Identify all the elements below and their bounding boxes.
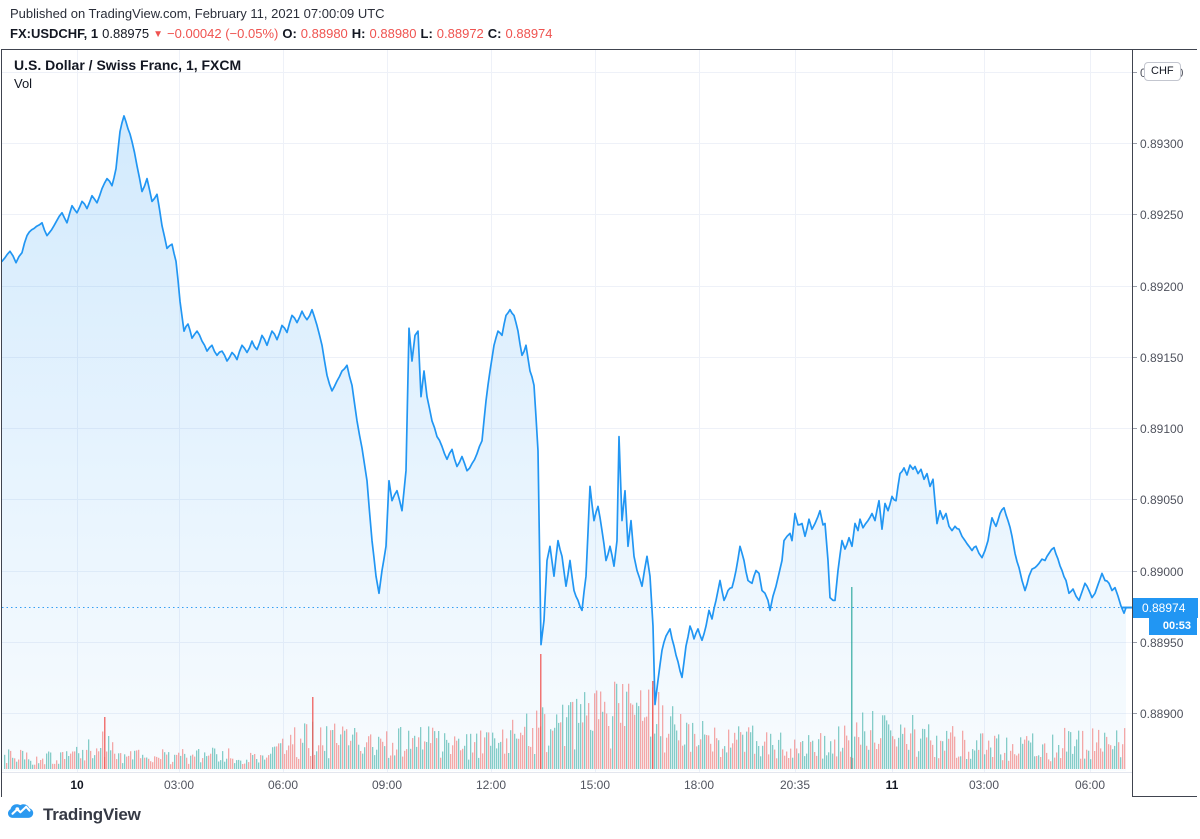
tradingview-logo-icon bbox=[8, 803, 38, 827]
ohlc-segment: H: bbox=[351, 26, 366, 41]
ohlc-segment: 0.88975 bbox=[102, 26, 150, 41]
axis-time-label: 10 bbox=[70, 778, 84, 792]
axis-time-label: 06:00 bbox=[1074, 778, 1106, 792]
axis-time-label: 09:00 bbox=[371, 778, 403, 792]
published-line: Published on TradingView.com, February 1… bbox=[10, 6, 385, 21]
last-price-tag: 0.88974 bbox=[1133, 597, 1198, 618]
price-pane[interactable] bbox=[2, 50, 1132, 772]
chart-widget: U.S. Dollar / Swiss Franc, 1, FXCM Vol C… bbox=[1, 49, 1198, 797]
ohlc-segment: −0.00042 (−0.05%) bbox=[167, 26, 279, 41]
axis-time-label: 12:00 bbox=[475, 778, 507, 792]
footer-brand[interactable]: TradingView bbox=[8, 803, 141, 827]
axis-time-label: 20:35 bbox=[779, 778, 811, 792]
ohlc-segment: 0.88972 bbox=[436, 26, 484, 41]
pane-title: U.S. Dollar / Swiss Franc, 1, FXCM bbox=[14, 57, 242, 73]
ohlc-segment: 0.88974 bbox=[505, 26, 553, 41]
axis-time-label: 15:00 bbox=[579, 778, 611, 792]
axis-time-label: 18:00 bbox=[683, 778, 715, 792]
axis-time-label: 06:00 bbox=[267, 778, 299, 792]
ohlc-segment: C: bbox=[487, 26, 502, 41]
time-axis[interactable]: 10 03:00 06:00 09:00 12:00 15:00 18:00 20:35 11 0… bbox=[2, 772, 1132, 797]
symbol-ohlc-line: FX:USDCHF, 1 0.88975 ▼ −0.00042 (−0.05%) O: 0… bbox=[10, 26, 557, 41]
axis-time-label: 03:00 bbox=[968, 778, 1000, 792]
volume-indicator-label: Vol bbox=[14, 76, 33, 91]
bar-countdown-tag: 00:53 bbox=[1149, 617, 1197, 635]
brand-wordmark: TradingView bbox=[43, 805, 141, 824]
axis-time-label: 03:00 bbox=[163, 778, 195, 792]
ohlc-segment: 0.88980 bbox=[369, 26, 417, 41]
ohlc-segment: 0.88980 bbox=[300, 26, 348, 41]
price-axis[interactable]: CHF 0.88974 00:53 0.893500.893000.892500… bbox=[1132, 50, 1198, 796]
ohlc-segment: ▼ bbox=[153, 29, 164, 40]
currency-unit-chip[interactable]: CHF bbox=[1144, 61, 1181, 81]
ohlc-segment: L: bbox=[420, 26, 433, 41]
ohlc-segment: O: bbox=[282, 26, 297, 41]
axis-time-label: 11 bbox=[885, 778, 899, 792]
ohlc-segment: FX:USDCHF, 1 bbox=[10, 26, 99, 41]
